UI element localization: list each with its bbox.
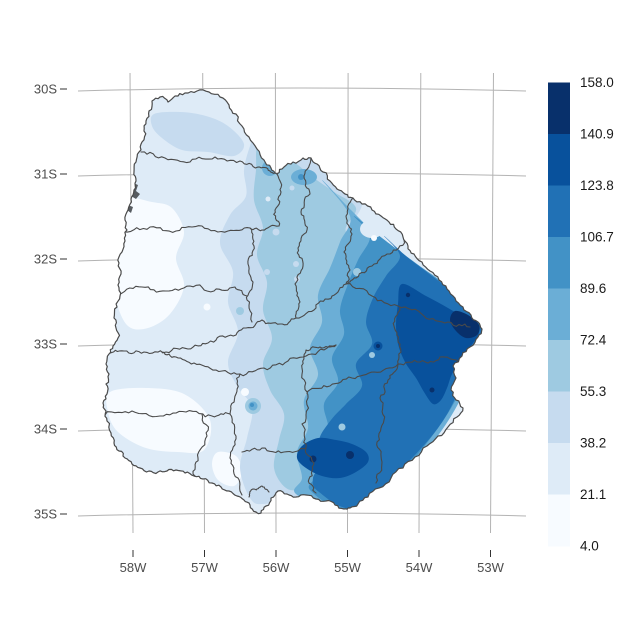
- x-tick-label: 56W: [263, 560, 290, 575]
- legend-swatch: [548, 340, 570, 392]
- department-border-line: [192, 413, 210, 477]
- y-tick-label: 30S: [34, 82, 57, 97]
- legend-swatch: [548, 237, 570, 289]
- contour-spot: [298, 174, 304, 180]
- legend-label: 72.4: [580, 333, 607, 348]
- legend-swatch: [548, 134, 570, 186]
- legend-label: 89.6: [580, 281, 606, 296]
- department-border-line: [345, 283, 471, 328]
- contour-spot: [272, 228, 280, 236]
- contour-band: [106, 387, 212, 454]
- y-tick-label: 35S: [34, 507, 57, 522]
- legend-swatch: [548, 185, 570, 238]
- department-border-line: [229, 413, 243, 496]
- contour-spot: [353, 268, 361, 276]
- department-border-line: [392, 307, 402, 365]
- contour-spot: [293, 261, 299, 267]
- department-border-line: [248, 485, 270, 498]
- contour-band: [111, 196, 185, 330]
- contour-spot: [346, 451, 354, 459]
- legend-label: 55.3: [580, 384, 606, 399]
- contour-band: [396, 283, 480, 405]
- legend-swatch: [548, 391, 570, 444]
- x-tick-label: 53W: [477, 560, 504, 575]
- department-border-line: [123, 225, 251, 233]
- legend-label: 4.0: [580, 539, 599, 554]
- contour-spot: [376, 344, 380, 348]
- contour-spot: [250, 403, 254, 407]
- contour-spot: [289, 185, 295, 191]
- department-border-line: [140, 151, 278, 175]
- contour-spot: [236, 307, 244, 315]
- y-tick-label: 31S: [34, 167, 57, 182]
- legend-label: 21.1: [580, 487, 606, 502]
- contour-spot: [360, 220, 384, 238]
- contour-band: [150, 111, 245, 157]
- contour-fills: [103, 89, 482, 514]
- meridian-line: [490, 72, 494, 534]
- legend-label: 140.9: [580, 127, 614, 142]
- legend-label: 38.2: [580, 436, 606, 451]
- contour-spot: [338, 423, 346, 431]
- department-border-line: [375, 363, 399, 484]
- contour-spot: [265, 196, 271, 202]
- department-border-line: [306, 356, 459, 393]
- legend-colorbar: 158.0 140.9 123.8 106.7 89.6 72.4 55.3 38.2 21.1…: [548, 75, 614, 554]
- contour-spot: [369, 352, 375, 358]
- contour-spot: [241, 388, 249, 396]
- contour-spot: [405, 292, 411, 298]
- x-tick-label: 55W: [334, 560, 361, 575]
- department-border-line: [304, 447, 317, 494]
- department-border-line: [294, 157, 312, 319]
- contour-band: [296, 437, 369, 479]
- contour-spot: [429, 387, 435, 393]
- department-borders: [104, 151, 471, 498]
- department-border-line: [301, 344, 337, 449]
- legend-swatch: [548, 288, 570, 341]
- legend-swatch: [548, 82, 570, 135]
- x-tick-label: 57W: [191, 560, 218, 575]
- department-border-line: [273, 173, 283, 227]
- legend-swatch: [548, 494, 570, 547]
- country-outline: [102, 89, 483, 515]
- department-border-line: [241, 447, 307, 454]
- department-border-line: [117, 284, 248, 297]
- x-tick-label: 54W: [406, 560, 433, 575]
- y-tick-label: 34S: [34, 422, 57, 437]
- department-border-line: [245, 227, 255, 323]
- department-border-line: [104, 410, 231, 418]
- contour-spot: [371, 235, 377, 241]
- contour-spot: [264, 269, 270, 275]
- y-tick-label: 33S: [34, 337, 57, 352]
- legend-label: 106.7: [580, 230, 614, 245]
- contour-spot: [203, 303, 211, 311]
- parallel-line: [77, 87, 527, 92]
- department-border-line: [343, 197, 354, 285]
- legend-label: 158.0: [580, 75, 614, 90]
- contour-spot: [294, 276, 300, 282]
- x-tick-label: 58W: [120, 560, 147, 575]
- contour-band: [212, 451, 243, 487]
- department-border-line: [229, 373, 241, 415]
- legend-swatch: [548, 443, 570, 495]
- y-tick-label: 32S: [34, 252, 57, 267]
- parallel-line: [77, 512, 527, 517]
- axes: 30S 31S 32S 33S 34S 35S 58W 57W 56W 55W 54W 53W: [34, 82, 505, 576]
- department-border-line: [249, 224, 280, 232]
- legend-label: 123.8: [580, 178, 614, 193]
